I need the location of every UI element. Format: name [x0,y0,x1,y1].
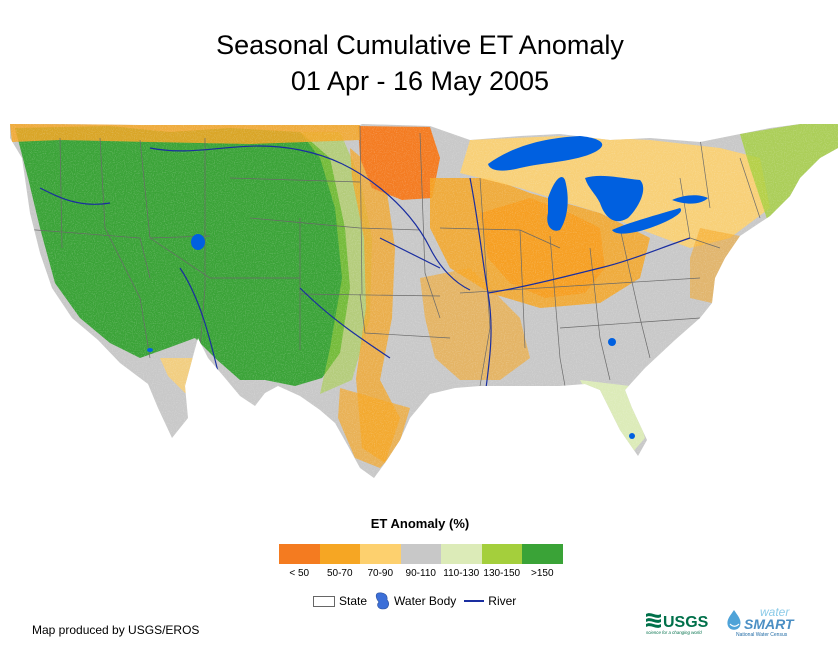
legend-river-label: River [488,594,517,608]
map-title: Seasonal Cumulative ET Anomaly [216,30,624,60]
legend-label-90-110: 90-110 [405,568,436,579]
legend-state-item: State [313,594,367,608]
legend-river-item: River [464,594,516,608]
legend-label-lt50: < 50 [289,568,310,579]
inland-water-bodies [147,234,635,439]
lake-ontario [672,195,708,204]
lake-michigan [547,177,568,231]
state-boundary-icon [313,595,335,607]
map-credit: Map produced by USGS/EROS [32,623,200,637]
legend-water-item: Water Body [375,592,456,610]
legend-label-130-150: 130-150 [483,568,521,579]
lake-superior [488,136,603,171]
legend-swatch-50-70 [319,544,360,564]
lake-okeechobee [608,338,616,346]
usgs-tagline: science for a changing world [646,630,702,635]
legend-state-label: State [339,594,368,608]
legend-label-70-90: 70-90 [367,568,394,579]
lake-erie [612,208,682,234]
watersmart-logo: water SMART National Water Census [727,605,795,638]
legend-labels: < 50 50-70 70-90 90-110 110-130 130-150 … [279,568,563,579]
legend-water-label: Water Body [394,594,457,608]
us-et-anomaly-map [10,124,838,478]
legend-swatch-70-90 [360,544,401,564]
legend-swatch-110-130 [441,544,482,564]
rivers [39,145,691,389]
legend-swatch-130-150 [481,544,522,564]
map-date-range: 01 Apr - 16 May 2005 [290,66,550,96]
legend-swatch-lt50 [279,544,320,564]
watersmart-tagline: National Water Census [736,632,788,638]
legend-swatch-90-110 [400,544,441,564]
legend-label-110-130: 110-130 [443,568,480,579]
legend-color-bar [279,544,563,564]
legend-swatch-gt150 [522,544,563,564]
legend-label-gt150: >150 [530,568,554,579]
legend-title: ET Anomaly (%) [370,516,470,531]
usgs-logo-text: USGS [663,614,709,631]
great-salt-lake [191,234,205,250]
watersmart-water-text: water [760,605,790,619]
lake-huron [585,175,644,222]
river-line-icon [464,600,485,602]
legend-label-50-70: 50-70 [326,568,353,579]
watersmart-smart-text: SMART [744,616,795,632]
usgs-logo: USGS science for a changing world [646,613,709,635]
great-lakes [488,136,708,234]
legend-symbols: State Water Body River [313,592,524,610]
water-body-icon [375,592,389,610]
